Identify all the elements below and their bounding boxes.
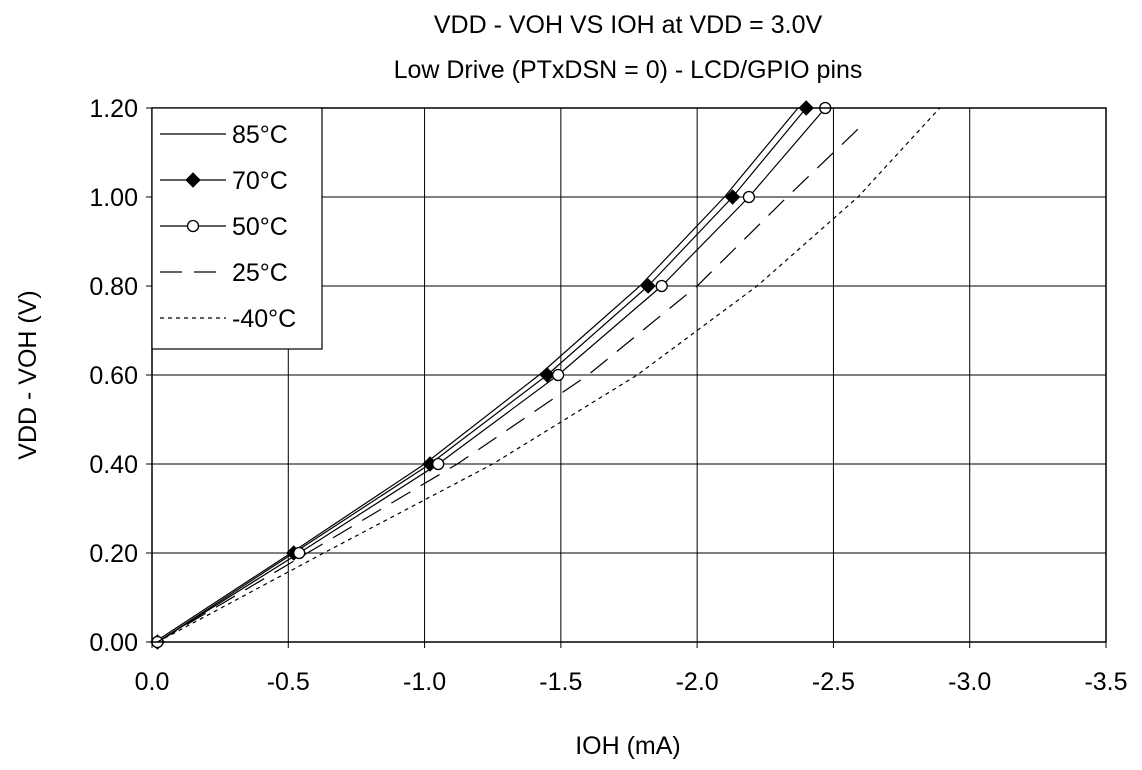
data-point — [432, 457, 445, 471]
y-tick-label: 0.00 — [89, 629, 138, 657]
legend-box — [151, 107, 323, 350]
y-tick-label: 1.00 — [89, 184, 138, 212]
x-tick-label: -3.0 — [948, 668, 991, 696]
series-4 — [157, 120, 867, 643]
chart-title: VDD - VOH VS IOH at VDD = 3.0V — [434, 11, 823, 39]
legend-item: 70°C — [160, 167, 288, 195]
legend-marker — [185, 172, 201, 188]
legend-label: 50°C — [232, 213, 288, 241]
data-point — [742, 190, 756, 204]
legend-marker — [186, 219, 200, 233]
data-point — [293, 546, 306, 560]
x-tick-label: -3.5 — [1084, 668, 1127, 696]
data-point — [539, 367, 555, 383]
x-tick-label: -2.0 — [676, 668, 719, 696]
series-line — [157, 107, 941, 643]
data-point — [551, 368, 565, 382]
series-line — [157, 120, 867, 643]
plot-frame — [151, 107, 1107, 643]
legend-label: 25°C — [232, 259, 288, 287]
data-point — [655, 279, 668, 293]
y-tick-label: 0.60 — [89, 362, 138, 390]
x-tick-label: -1.0 — [403, 668, 446, 696]
chart-subtitle: Low Drive (PTxDSN = 0) - LCD/GPIO pins — [394, 56, 863, 84]
series-3 — [151, 101, 832, 649]
x-tick-label: -2.5 — [812, 668, 855, 696]
y-tick-label: 1.20 — [89, 95, 138, 123]
legend-item: -40°C — [160, 305, 296, 333]
x-tick-label: -0.5 — [267, 668, 310, 696]
series-5 — [157, 107, 941, 643]
y-tick-label: 0.20 — [89, 540, 138, 568]
tick-labels: 0.0 -0.5 -1.0 -1.5 -2.0 -2.5 -3.0 -3.5 0.00 0.20 0… — [89, 95, 1127, 696]
y-tick-label: 0.40 — [89, 451, 138, 479]
data-point — [640, 278, 656, 294]
legend-item: 85°C — [160, 121, 288, 149]
y-axis-label: VDD - VOH (V) — [14, 290, 42, 459]
legend-item: 25°C — [160, 259, 288, 287]
data-point — [724, 189, 741, 205]
x-axis-label: IOH (mA) — [575, 732, 681, 760]
legend-item: 50°C — [160, 213, 288, 241]
legend: 85°C 70°C 50°C 25°C -40°C — [151, 107, 323, 350]
series-lines — [149, 100, 941, 650]
y-tick-label: 0.80 — [89, 273, 138, 301]
legend-label: -40°C — [232, 305, 296, 333]
legend-label: 70°C — [232, 167, 288, 195]
x-tick-label: 0.0 — [135, 668, 170, 696]
x-tick-label: -1.5 — [539, 668, 582, 696]
legend-label: 85°C — [232, 121, 288, 149]
